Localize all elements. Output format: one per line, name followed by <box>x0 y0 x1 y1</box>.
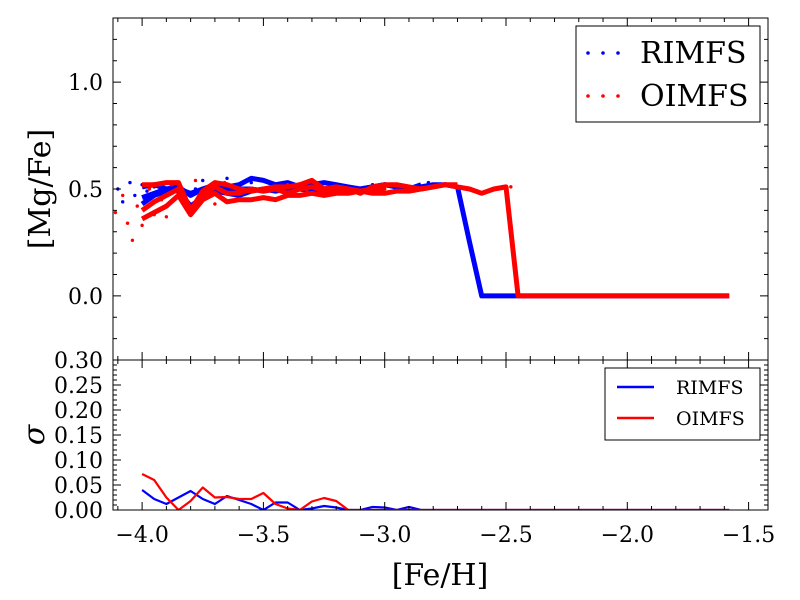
data-point-rimfs <box>193 187 198 191</box>
data-point-rimfs <box>201 178 205 183</box>
legend-marker-oimfs <box>586 94 590 98</box>
data-point-oimfs <box>152 212 156 217</box>
legend-marker-oimfs <box>616 94 620 98</box>
data-point-oimfs <box>222 180 227 185</box>
data-point-oimfs <box>509 185 513 189</box>
data-point-rimfs <box>121 200 125 204</box>
legend-box-top <box>575 25 761 123</box>
data-point-rimfs <box>145 189 149 193</box>
legend-marker-rimfs <box>616 51 620 55</box>
x-tick-label: −3.0 <box>358 523 411 548</box>
data-point-oimfs <box>164 215 169 219</box>
axis-labels: [Mg/Fe] σ [Fe/H] <box>17 129 488 593</box>
x-tick-label: −2.0 <box>601 523 654 548</box>
legend-label-rimfs: RIMFS <box>676 377 743 399</box>
x-tick-label: −3.5 <box>237 523 290 548</box>
data-point-oimfs <box>193 178 198 183</box>
data-point-oimfs <box>125 221 130 225</box>
data-point-oimfs <box>305 189 309 193</box>
y-tick-label: 0.25 <box>54 374 103 399</box>
series-line-oimfs-line-c-top <box>140 184 385 215</box>
data-point-oimfs <box>431 185 435 189</box>
y-tick-label: 0.05 <box>54 474 103 499</box>
x-tick-label: −4.0 <box>115 523 168 548</box>
data-point-rimfs <box>426 180 431 185</box>
top-data-layer <box>113 175 730 299</box>
data-point-oimfs <box>285 183 290 187</box>
data-point-oimfs <box>213 202 217 206</box>
y-tick-label: 0.20 <box>54 399 103 424</box>
data-point-oimfs <box>184 206 188 210</box>
data-point-oimfs <box>135 204 139 208</box>
legend-box-bottom <box>604 367 761 441</box>
data-point-oimfs <box>383 187 387 191</box>
y-tick-label: 0.10 <box>54 449 103 474</box>
y-tick-label: 0.30 <box>54 349 103 374</box>
bottom-data-layer <box>141 473 730 510</box>
bottom-panel: 0.000.050.100.150.200.250.30 −4.0 −3.5 −3.0… <box>54 349 775 548</box>
x-tick-label: −1.5 <box>722 523 775 548</box>
x-axis-label: [Fe/H] <box>392 558 489 593</box>
legend-label-oimfs: OIMFS <box>676 408 745 430</box>
data-point-oimfs <box>176 195 181 200</box>
legend-label-oimfs: OIMFS <box>640 79 749 114</box>
legend-marker-oimfs <box>601 94 605 98</box>
y-tick-label: 0.5 <box>68 178 103 203</box>
x-tick-label: −2.5 <box>479 523 532 548</box>
legend-label-rimfs: RIMFS <box>640 36 747 71</box>
data-point-oimfs <box>203 189 207 193</box>
legend-marker-rimfs <box>586 51 590 55</box>
data-point-oimfs <box>169 183 173 187</box>
oimfs-points-top-points <box>113 178 513 242</box>
y-tick-label: 1.0 <box>68 71 103 96</box>
data-point-oimfs <box>266 195 270 200</box>
data-point-rimfs <box>128 180 132 185</box>
top-panel: 0.0 0.5 1.0 RIMFS OIMFS <box>68 17 769 361</box>
series-line-oimfs-line-bottom <box>141 473 730 510</box>
data-point-oimfs <box>130 238 135 242</box>
y-tick-label: 0.15 <box>54 424 103 449</box>
series-line-oimfs-line-a-top <box>140 182 730 299</box>
data-point-oimfs <box>237 197 241 202</box>
data-point-oimfs <box>159 197 164 202</box>
data-point-oimfs <box>121 193 125 198</box>
y-axis-label-bottom: σ <box>17 423 52 445</box>
data-point-rimfs <box>249 180 253 185</box>
data-point-oimfs <box>334 185 338 189</box>
y-tick-label: 0.00 <box>54 499 103 524</box>
legend-marker-rimfs <box>601 51 605 55</box>
data-point-oimfs <box>249 187 253 191</box>
data-point-oimfs <box>147 187 152 191</box>
y-axis-label-top: [Mg/Fe] <box>23 129 58 249</box>
data-point-rimfs <box>225 176 229 181</box>
y-tick-label: 0.0 <box>68 285 103 310</box>
series-line-rimfs-line-bottom <box>141 489 730 510</box>
data-point-rimfs <box>133 193 137 198</box>
data-point-oimfs <box>140 223 144 228</box>
data-point-oimfs <box>113 210 118 215</box>
